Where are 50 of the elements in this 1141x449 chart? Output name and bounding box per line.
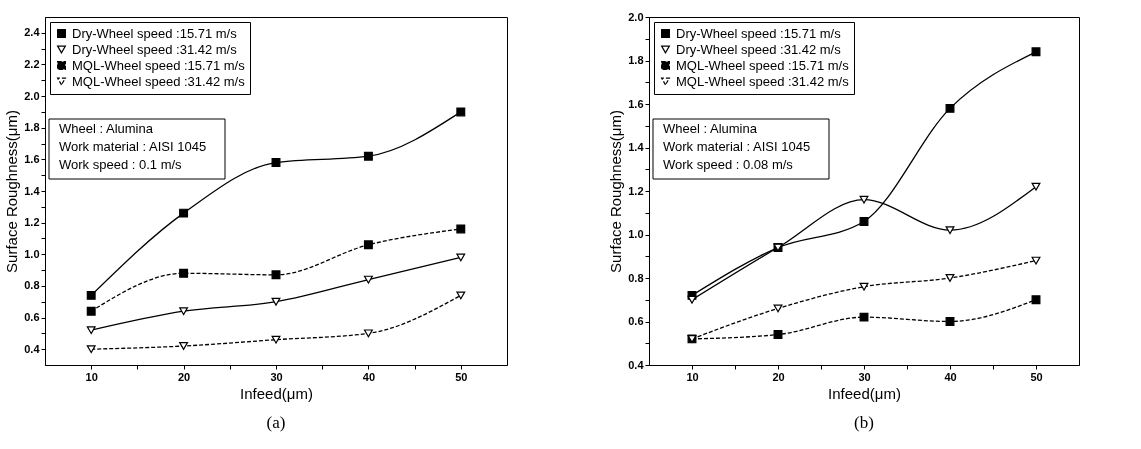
y-tick-label: 2.0 — [24, 89, 40, 102]
y-tick-label: 2.2 — [24, 57, 40, 70]
y-tick-label: 2.0 — [628, 10, 644, 23]
y-tick-label: 1.8 — [628, 54, 644, 66]
text: (b) — [854, 413, 874, 432]
legend-label: MQL-Wheel speed :31.42 m/s — [72, 73, 246, 89]
y-tick-label: 1.2 — [628, 184, 644, 197]
y-tick-label: 1.6 — [628, 97, 644, 110]
x-tick-label: 40 — [944, 370, 957, 383]
y-tick-label: 1.8 — [24, 121, 40, 134]
legend-label: MQL-Wheel speed :31.42 m/s — [676, 73, 850, 89]
y-axis-title: Surface Roughness(μm) — [3, 110, 21, 273]
y-tick-label: 0.6 — [628, 315, 644, 327]
annotation: Wheel : Alumina — [59, 121, 154, 136]
x-axis-title: Infeed(μm) — [240, 384, 313, 402]
y-tick-label: 0.6 — [24, 311, 40, 324]
annotation: Wheel : Alumina — [663, 121, 758, 136]
legend-label: Dry-Wheel speed :15.71 m/s — [676, 25, 842, 41]
y-tick-label: 0.4 — [24, 342, 41, 355]
y-axis-title: Surface Roughness(μm) — [607, 110, 625, 273]
x-tick-label: 10 — [85, 370, 98, 383]
y-tick-label: 0.4 — [628, 358, 645, 371]
y-tick-label: 1.4 — [24, 184, 41, 197]
x-tick-label: 20 — [177, 370, 191, 383]
annotation: Work material : AISI 1045 — [663, 139, 811, 154]
legend-label: Dry-Wheel speed :15.71 m/s — [72, 25, 238, 41]
x-tick-label: 40 — [362, 370, 376, 383]
x-axis-title: Infeed(μm) — [828, 384, 901, 402]
y-tick-label: 1.0 — [24, 247, 40, 260]
y-tick-label: 2.4 — [24, 26, 41, 39]
x-tick-label: 50 — [455, 370, 468, 383]
annotation: Work material : AISI 1045 — [59, 139, 207, 154]
y-tick-label: 0.8 — [24, 279, 40, 292]
legend-label: MQL-Wheel speed :15.71 m/s — [72, 57, 246, 73]
legend-label: Dry-Wheel speed :31.42 m/s — [72, 41, 238, 57]
x-tick-label: 10 — [686, 370, 699, 383]
legend-label: MQL-Wheel speed :15.71 m/s — [676, 57, 850, 73]
y-tick-label: 1.2 — [24, 216, 40, 229]
legend-label: Dry-Wheel speed :31.42 m/s — [676, 41, 842, 57]
text: (a) — [266, 413, 286, 432]
annotation: Work speed : 0.08 m/s — [663, 157, 794, 172]
y-tick-label: 0.8 — [628, 271, 644, 284]
y-tick-label: 1.0 — [628, 228, 644, 240]
y-tick-label: 1.6 — [24, 152, 40, 165]
annotation: Work speed : 0.1 m/s — [59, 157, 183, 172]
x-tick-label: 20 — [772, 370, 785, 383]
x-tick-label: 30 — [270, 370, 283, 383]
x-tick-label: 30 — [858, 370, 871, 383]
y-tick-label: 1.4 — [628, 141, 645, 153]
x-tick-label: 50 — [1030, 370, 1043, 383]
